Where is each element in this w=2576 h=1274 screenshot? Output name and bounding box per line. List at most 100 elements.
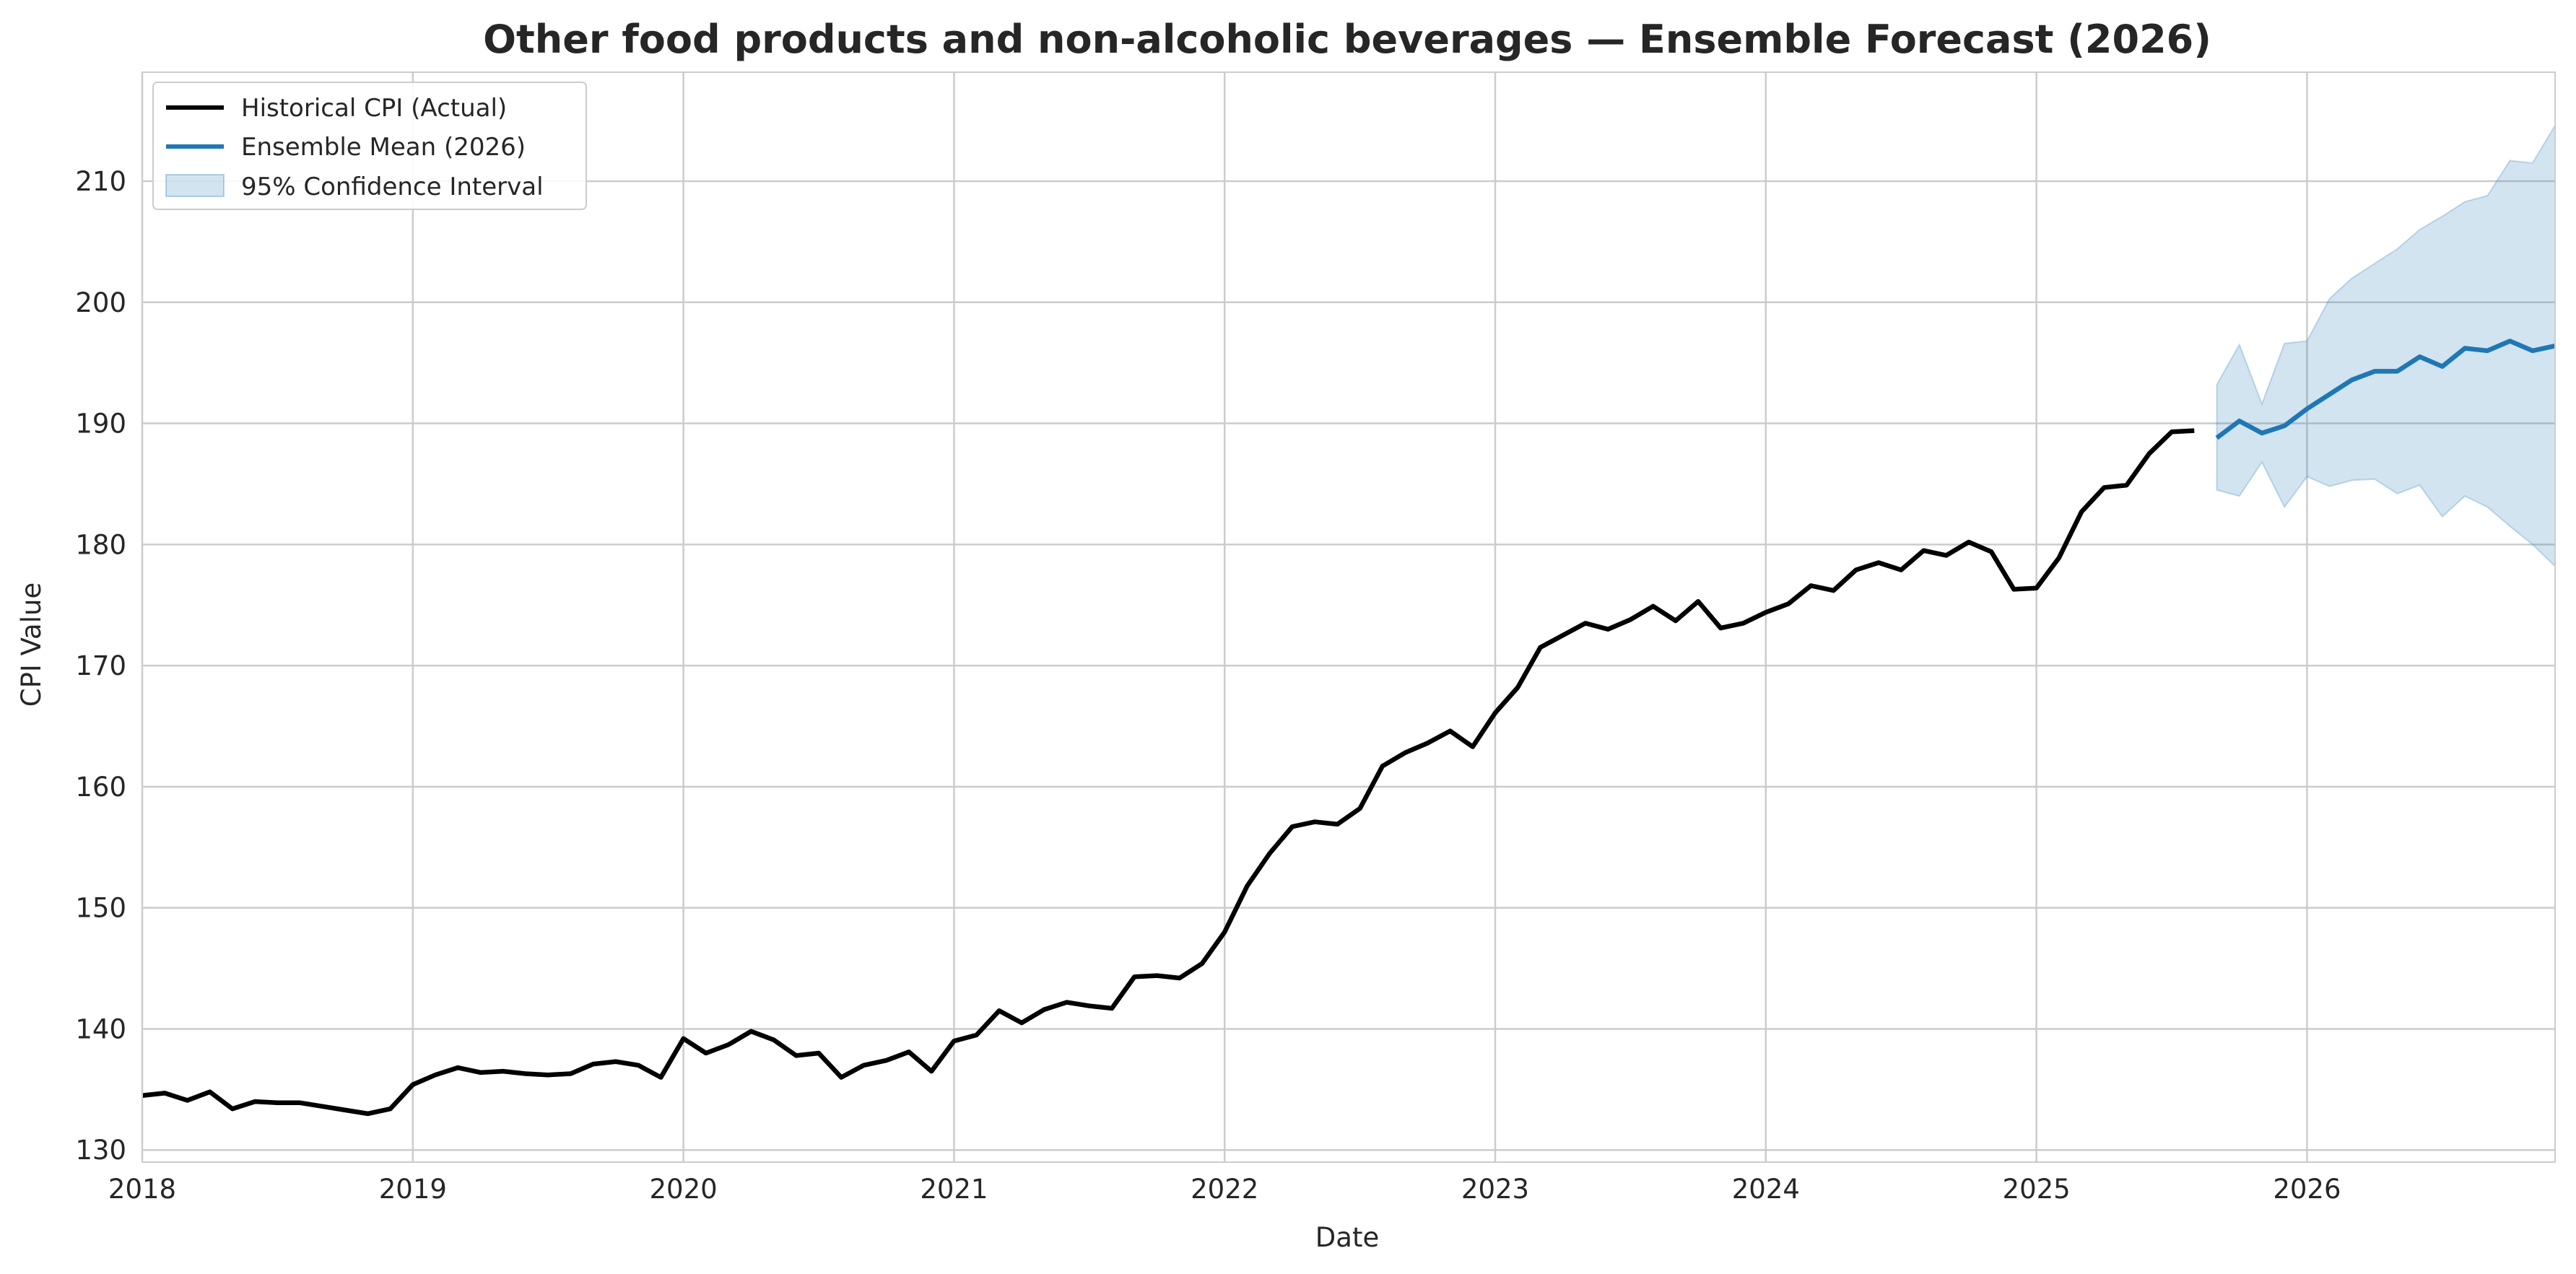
ensemble-mean-point [2261,432,2263,434]
y-tick-label: 160 [75,772,126,803]
historical-data-point [1494,712,1496,714]
historical-data-point [1607,629,1609,630]
y-tick-label: 190 [75,409,126,440]
historical-data-point [1043,1009,1045,1011]
historical-data-point [1157,975,1158,977]
historical-data-point [1765,611,1767,613]
ensemble-mean-point [2306,408,2307,409]
ensemble-mean-point [2396,370,2398,372]
x-tick-label: 2021 [920,1174,988,1205]
plot-frame [142,71,2556,1163]
historical-data-point [1111,1008,1113,1009]
historical-data-point [502,1070,504,1072]
historical-data-point [1629,619,1631,620]
ensemble-mean-point [2351,379,2353,380]
historical-data-point [1382,765,1383,767]
x-axis-ticks: 2018 2019 2020 2021 2022 2023 2024 2025 2026 [108,1174,2341,1205]
y-axis-label: CPI Value [16,583,47,707]
ensemble-mean-point [2216,437,2217,439]
historical-data-point [1855,570,1857,571]
legend-mean-label: Ensemble Mean (2026) [241,133,526,162]
historical-data-point [435,1074,436,1076]
x-tick-label: 2026 [2273,1174,2341,1205]
historical-data-point [818,1052,819,1054]
historical-data-point [1336,824,1338,825]
historical-data-point [1878,562,1879,564]
ensemble-mean-point [2419,356,2421,357]
x-tick-label: 2020 [650,1174,718,1205]
plot-area [141,71,2556,1163]
historical-data-point [2013,588,2014,590]
historical-data-point [300,1102,301,1104]
legend-box [152,82,587,210]
x-tick-label: 2022 [1191,1174,1258,1205]
historical-data-point [232,1108,233,1109]
ensemble-mean-point [2329,393,2331,395]
historical-data-point [728,1044,729,1045]
x-tick-label: 2024 [1732,1174,1800,1205]
historical-data-point [1404,752,1406,754]
historical-data-point [953,1040,954,1042]
y-tick-label: 210 [75,166,126,197]
legend: Historical CPI (Actual) Ensemble Mean (2… [152,82,587,210]
ensemble-mean-point [2239,420,2240,422]
historical-data-point [998,1010,1000,1011]
ensemble-mean-point [2532,350,2533,352]
historical-data-point [1269,852,1271,854]
historical-data-point [1990,551,1992,552]
historical-data-point [1089,1005,1090,1007]
x-tick-label: 2018 [108,1174,176,1205]
historical-data-point [277,1102,278,1104]
historical-data-point [367,1113,368,1114]
historical-data-point [1066,1002,1068,1003]
historical-data-point [1788,603,1789,605]
x-tick-label: 2025 [2003,1174,2071,1205]
historical-data-point [886,1060,887,1061]
historical-data-point [322,1106,323,1107]
historical-data-point [2193,430,2195,432]
historical-data-point [931,1070,932,1072]
historical-data-point [525,1073,526,1075]
historical-data-point [344,1109,346,1111]
historical-data-point [1539,647,1541,648]
ensemble-mean-point [2284,425,2285,427]
y-tick-label: 180 [75,529,126,560]
historical-data-point [1179,977,1180,979]
historical-data-point [705,1052,707,1054]
historical-data-point [164,1092,165,1094]
plot-background [142,72,2555,1162]
historical-data-point [1946,554,1947,556]
historical-data-point [1833,590,1835,591]
legend-historical-label: Historical CPI (Actual) [241,94,507,123]
y-tick-label: 200 [75,287,126,318]
historical-data-point [1133,976,1135,977]
y-tick-label: 150 [75,893,126,924]
historical-data-point [1517,686,1518,688]
ensemble-mean-point [2464,348,2466,349]
x-tick-label: 2023 [1461,1174,1529,1205]
ensemble-mean-point [2510,340,2511,341]
historical-data-point [773,1039,775,1041]
historical-data-point [1246,885,1248,886]
historical-data-point [480,1072,482,1073]
historical-data-point [1021,1022,1022,1024]
legend-ci-swatch [165,174,225,197]
historical-data-point [1900,570,1902,571]
historical-data-point [750,1031,752,1032]
x-axis-label: Date [1315,1222,1379,1253]
historical-data-point [547,1074,549,1076]
historical-data-point [1810,585,1811,586]
historical-data-point [1743,622,1744,624]
historical-data-point [1314,821,1315,823]
historical-data-point [796,1055,797,1056]
historical-data-point [2058,557,2060,559]
x-tick-label: 2019 [379,1174,447,1205]
historical-data-point [593,1063,594,1065]
historical-data-point [840,1077,842,1078]
historical-data-point [2149,453,2150,455]
chart-title: Other food products and non-alcoholic be… [483,17,2211,62]
y-tick-label: 130 [75,1135,126,1166]
historical-data-point [390,1108,391,1109]
historical-data-point [908,1051,910,1052]
y-axis-ticks: 130 140 150 160 170 180 190 200 210 [75,166,126,1166]
